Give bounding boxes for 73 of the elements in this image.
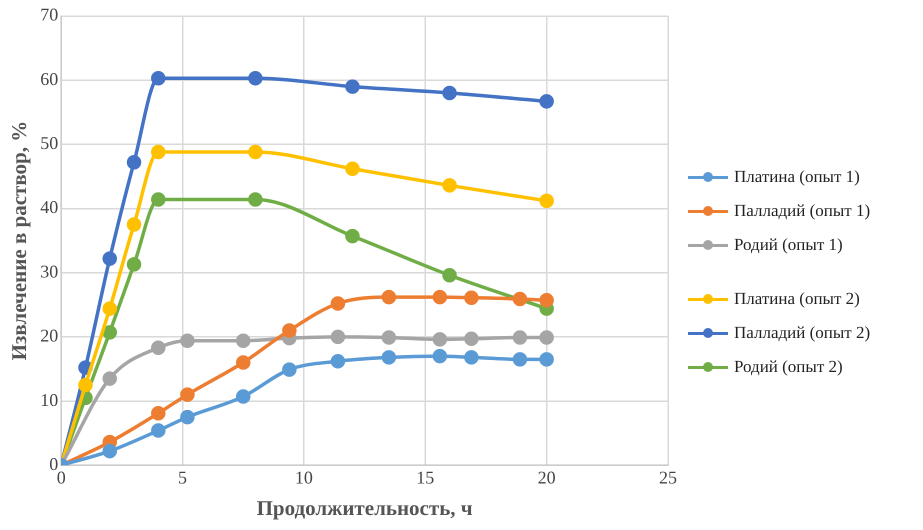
point xyxy=(180,410,195,424)
point xyxy=(432,290,448,304)
y-tick-label: 30 xyxy=(40,261,58,282)
point xyxy=(345,79,360,94)
y-tick-label: 20 xyxy=(40,326,58,346)
point xyxy=(382,290,396,304)
point xyxy=(539,94,554,109)
legend-label: Палладий (опыт 2) xyxy=(734,323,870,343)
point xyxy=(464,290,479,305)
point xyxy=(248,144,263,160)
point xyxy=(539,293,554,308)
point xyxy=(151,423,166,438)
point xyxy=(539,330,554,345)
point xyxy=(512,330,528,345)
point xyxy=(248,192,263,207)
x-tick-label: 5 xyxy=(178,468,188,488)
point xyxy=(432,332,448,347)
point xyxy=(102,325,117,340)
y-tick-label: 10 xyxy=(40,390,58,410)
point xyxy=(282,362,297,377)
legend-label: Платина (опыт 1) xyxy=(734,167,860,187)
point xyxy=(345,161,360,176)
point xyxy=(464,332,479,346)
point xyxy=(442,86,457,100)
point xyxy=(442,268,457,283)
y-tick-label: 50 xyxy=(40,133,58,154)
point xyxy=(330,354,346,368)
legend-label: Родий (опыт 1) xyxy=(734,235,843,255)
point xyxy=(102,251,117,266)
point xyxy=(180,333,195,348)
point xyxy=(282,323,297,338)
point xyxy=(102,444,117,458)
point xyxy=(512,352,528,367)
point xyxy=(442,178,457,193)
y-tick-label: 60 xyxy=(40,68,58,89)
point xyxy=(78,378,93,392)
y-axis-title: Извлечение в раствор, % xyxy=(7,120,32,360)
point xyxy=(330,296,346,311)
point xyxy=(102,301,117,316)
point xyxy=(382,350,396,365)
point xyxy=(539,352,554,367)
point xyxy=(151,192,166,207)
point xyxy=(236,355,250,370)
point xyxy=(330,330,346,344)
point xyxy=(345,228,360,244)
point xyxy=(248,70,263,86)
point xyxy=(464,350,479,365)
legend-label: Платина (опыт 2) xyxy=(734,289,860,309)
point xyxy=(151,70,166,86)
point xyxy=(180,387,195,402)
x-axis-title: Продолжительность, ч xyxy=(256,496,473,520)
point xyxy=(126,257,142,272)
point xyxy=(382,330,396,345)
legend-label: Палладий (опыт 1) xyxy=(734,201,870,221)
point xyxy=(512,292,528,306)
point xyxy=(151,406,166,420)
y-tick-label: 70 xyxy=(40,4,58,25)
point xyxy=(151,144,166,160)
x-tick-label: 10 xyxy=(294,468,313,488)
point xyxy=(126,155,142,170)
legend-label: Родий (опыт 2) xyxy=(734,357,843,377)
point xyxy=(539,194,554,208)
y-tick-label: 0 xyxy=(49,454,58,474)
point xyxy=(236,389,250,404)
point xyxy=(126,217,142,232)
point xyxy=(102,371,117,386)
point xyxy=(151,340,166,356)
point xyxy=(432,348,448,364)
x-tick-label: 15 xyxy=(416,468,434,488)
x-tick-label: 25 xyxy=(659,468,677,488)
point xyxy=(236,333,250,348)
x-tick-label: 20 xyxy=(538,468,556,488)
y-tick-label: 40 xyxy=(40,197,58,218)
